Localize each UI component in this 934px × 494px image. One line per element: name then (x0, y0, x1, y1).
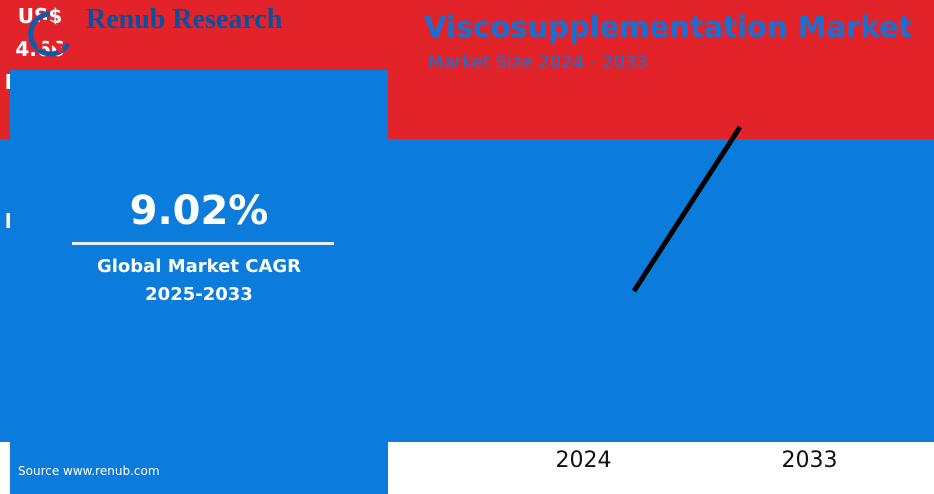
logo-name: Renub Research (86, 4, 283, 35)
cagr-period: 2025-2033 (145, 284, 253, 305)
divider (72, 242, 334, 245)
x-tick-label: 2024 (555, 448, 612, 473)
logo-icon (28, 11, 71, 57)
source: Source www.renub.com (18, 464, 160, 478)
cagr-panel: 9.02% Global Market CAGR 2025-2033 Sourc… (10, 70, 388, 494)
chart-title: Viscosupplementation Market (424, 10, 913, 44)
x-tick-label: 2033 (781, 448, 838, 473)
chart-subtitle: Market Size 2024 - 2033 (428, 52, 648, 73)
connector-line (631, 125, 743, 293)
cagr-value: 9.02% (129, 188, 269, 234)
cagr-label: Global Market CAGR (96, 256, 302, 277)
logo-tagline: Sharing Knowledge (88, 36, 215, 52)
